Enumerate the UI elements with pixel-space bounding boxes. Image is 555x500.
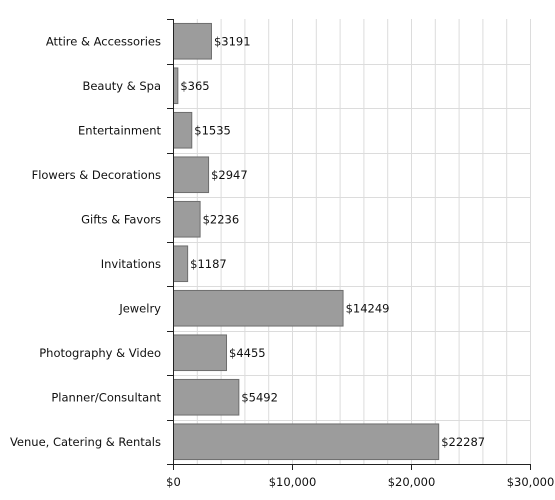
bar [173,22,212,60]
value-label: $4455 [229,346,266,360]
bar [173,111,193,149]
value-label: $1187 [190,257,227,271]
category-label: Venue, Catering & Rentals [10,435,161,449]
value-label: $2947 [211,168,248,182]
bar [173,423,440,461]
category-label: Invitations [101,257,161,271]
value-label: $1535 [194,123,231,137]
bar [173,334,228,372]
value-label: $365 [180,79,209,93]
category-label: Jewelry [118,301,161,315]
x-tick-label: $0 [166,475,181,489]
bar [173,245,189,283]
labels: Attire & Accessories $3191 Beauty & Spa $36… [10,34,554,489]
category-label: Planner/Consultant [51,390,161,404]
x-tick-label: $30,000 [507,475,555,489]
axes [167,19,531,470]
category-label: Beauty & Spa [82,79,161,93]
bar [173,378,240,416]
bar [173,200,201,238]
category-label: Flowers & Decorations [32,168,161,182]
category-label: Attire & Accessories [46,34,161,48]
bar [173,67,179,105]
x-tick-label: $20,000 [388,475,436,489]
x-tick-label: $10,000 [269,475,317,489]
value-label: $5492 [241,390,278,404]
category-label: Entertainment [78,123,161,137]
bars [173,22,440,461]
value-label: $14249 [346,301,390,315]
category-label: Photography & Video [39,346,161,360]
bar [173,156,210,194]
gridlines [173,19,531,464]
value-label: $3191 [214,34,251,48]
category-label: Gifts & Favors [81,212,161,226]
value-label: $22287 [441,435,485,449]
value-label: $2236 [203,212,240,226]
bar [173,289,344,327]
